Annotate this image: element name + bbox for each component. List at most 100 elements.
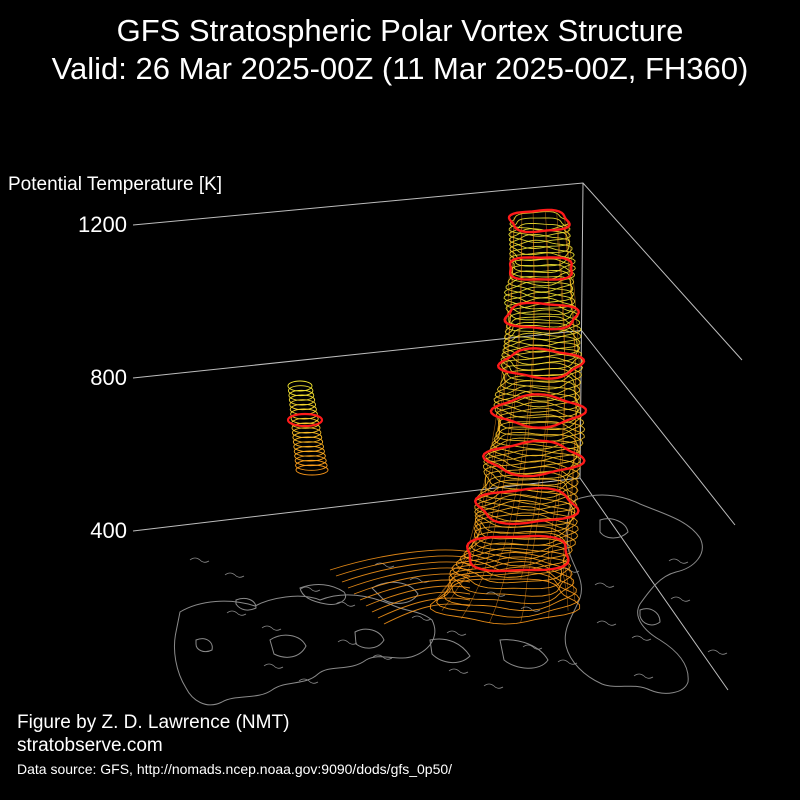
vortex-red-contour-600 [473,486,580,526]
chart-title: GFS Stratospheric Polar Vortex Structure [116,13,684,48]
secondary-contour-2 [294,455,327,467]
coast-fragment-21 [446,630,467,636]
coastline-11 [195,638,213,653]
vortex-contour-34 [493,385,580,413]
vortex-contour-15 [474,494,573,528]
vortex-skirt-3 [347,567,471,589]
coastline-1 [299,584,346,605]
vortex-contour-20 [484,466,579,499]
vortex-contour-33 [493,390,579,419]
vortex-contour-43 [503,332,579,359]
coast-fragment-17 [298,678,319,684]
vortex-contour-38 [501,362,583,390]
secondary-contour-5 [293,441,325,453]
website-label: stratobserve.com [17,735,163,756]
secondary-contour-3 [294,450,326,462]
vortex-contour-7 [459,542,568,578]
vortex-contour-37 [500,368,581,396]
coast-fragment-9 [522,644,543,650]
secondary-contour-0 [295,464,329,476]
vortex-skirt-9 [383,603,471,625]
vortex-strand-13 [562,217,577,592]
secondary-contour-12 [290,408,318,420]
vortex-strand-6 [441,224,515,611]
coast-fragment-3 [300,586,321,592]
secondary-contour-4 [293,445,325,457]
secondary-contour-6 [292,436,324,448]
secondary-red-contour [286,412,324,428]
coast-fragment-1 [226,610,247,616]
coastline-3 [269,634,307,658]
coastline-4 [354,628,385,649]
vortex-contour-52 [503,281,573,304]
vortex-red-contour-1200 [507,208,571,234]
grid-back-edge [579,182,584,479]
secondary-contour-8 [291,427,322,439]
secondary-contour-7 [292,431,323,443]
coast-fragment-7 [448,668,469,674]
coast-fragment-13 [670,596,691,602]
coast-fragment-12 [633,673,654,679]
vortex-skirt-2 [341,561,471,583]
coast-fragment-4 [337,639,358,645]
coast-fragment-24 [557,659,578,665]
grid-line-1200 [132,182,743,361]
coast-fragment-19 [372,654,393,660]
secondary-contour-1 [295,459,328,471]
vortex-contour-60 [509,233,570,256]
vortex-contour-3 [448,561,575,605]
secondary-contour-9 [291,422,321,434]
vortex-skirt-1 [335,555,471,577]
vortex-skirt-5 [359,579,471,601]
secondary-contour-14 [289,399,317,411]
coast-fragment-14 [707,649,728,655]
vortex-red-contour-700 [481,439,586,478]
coast-fragment-27 [668,558,689,564]
coastline-10 [235,597,257,611]
vortex-contour-40 [500,350,584,376]
vortex-strand-0 [567,220,581,602]
vortex-contour-12 [474,512,579,546]
z-axis-label: Potential Temperature [K] [8,174,223,195]
vortex-strand-7 [434,220,512,602]
coast-fragment-26 [631,635,652,641]
coast-fragment-25 [594,582,615,588]
coast-fragment-6 [411,615,432,621]
vortex-red-contour-1000 [503,301,580,331]
vortex-contour-28 [493,420,585,450]
vortex-contour-56 [509,258,576,280]
coast-fragment-20 [409,577,430,583]
vortex-skirt-8 [377,597,471,619]
coast-fragment-22 [483,683,504,689]
vortex-skirt-0 [329,549,471,571]
z-tick-label-800: 800 [90,365,127,390]
z-tick-label-400: 400 [90,518,127,543]
coastline-9 [499,639,549,669]
vortex-strand-3 [520,229,550,623]
chart-subtitle: Valid: 26 Mar 2025-00Z (11 Mar 2025-00Z,… [51,51,749,86]
vortex-contour-39 [500,356,584,383]
coast-fragment-5 [374,562,395,568]
grid-line-800 [132,329,736,526]
vortex-contour-18 [476,478,578,511]
coast-fragment-11 [596,620,617,626]
vortex-contour-49 [505,297,577,322]
vortex-contour-23 [483,449,582,480]
coastline-0 [173,594,436,706]
vortex-red-contour-500 [465,534,570,573]
vortex-contour-62 [508,222,571,243]
vortex-contour-51 [503,286,574,310]
secondary-contour-18 [287,380,313,392]
vortex-contour-58 [509,245,575,267]
secondary-contour-15 [288,394,316,406]
vortex-contour-10 [471,525,576,560]
vortex-red-contour-1100 [508,256,573,281]
figure-credit: Figure by Z. D. Lawrence (NMT) [17,712,290,733]
coast-fragment-10 [559,567,580,573]
coastline-8 [429,638,471,663]
vortex-red-contour-800 [489,393,588,429]
data-source-note: Data source: GFS, http://nomads.ncep.noa… [17,761,453,777]
vortex-contour-1 [436,572,580,618]
vortex-skirt-6 [365,585,471,607]
